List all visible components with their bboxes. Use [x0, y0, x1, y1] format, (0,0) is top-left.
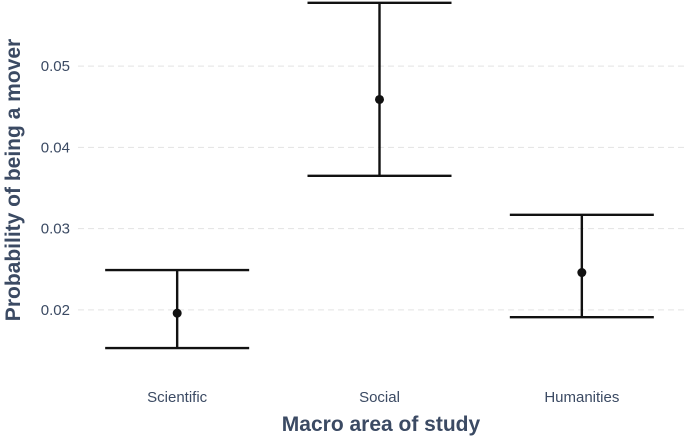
y-tick-label: 0.04 — [41, 139, 70, 156]
error-bar-scientific — [105, 268, 250, 350]
x-axis-ticks: Scientific Social Humanities — [147, 389, 619, 406]
x-axis-title: Macro area of study — [282, 413, 481, 436]
y-tick-label: 0.02 — [41, 302, 70, 319]
error-bar-marks — [105, 1, 654, 350]
error-bar-social — [307, 1, 452, 178]
y-tick-label: 0.05 — [41, 58, 70, 75]
point-estimate — [172, 308, 182, 318]
point-estimate — [375, 94, 384, 104]
y-axis-title: Probability of being a mover — [2, 39, 25, 321]
grid-layer — [78, 65, 685, 311]
x-tick-label: Humanities — [544, 389, 619, 406]
y-tick-label: 0.03 — [41, 221, 70, 238]
x-tick-label: Social — [359, 389, 400, 406]
error-bar-humanities — [509, 213, 654, 319]
x-tick-label: Scientific — [147, 389, 208, 406]
point-estimate — [577, 268, 587, 278]
y-axis-ticks: 0.02 0.03 0.04 0.05 — [41, 58, 70, 319]
